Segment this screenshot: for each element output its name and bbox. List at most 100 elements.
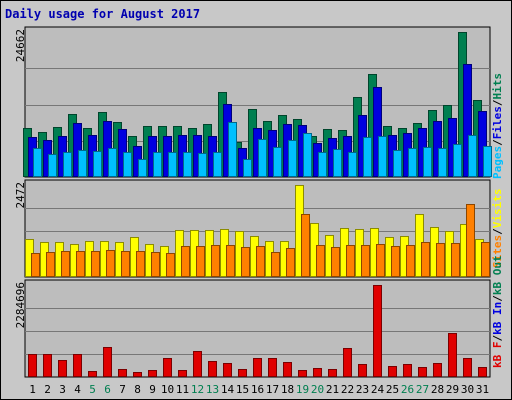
x-tick-label-25: 25 [386, 383, 399, 396]
bar-hits-pages-15 [243, 159, 252, 177]
bar-visits-sites-22 [346, 245, 355, 277]
legend-item-kb-f: kB F [491, 342, 504, 369]
bar-hits-files-24 [373, 87, 382, 177]
bar-visits-sites-26 [406, 245, 415, 277]
bar-hits-pages-8 [138, 159, 147, 177]
bar-kbytes-kb-f-21 [328, 369, 337, 377]
bar-visits-sites-9 [151, 252, 160, 277]
bar-kbytes-kb-f-15 [238, 369, 247, 377]
legend-item-hits: Hits [491, 73, 504, 100]
bar-hits-pages-17 [273, 147, 282, 177]
bar-hits-pages-12 [198, 153, 207, 177]
bar-kbytes-kb-f-9 [148, 370, 157, 377]
max-label-kbytes: 2284696 [14, 282, 27, 328]
bar-visits-sites-16 [256, 246, 265, 277]
bar-hits-pages-22 [348, 152, 357, 177]
bar-kbytes-kb-f-2 [43, 354, 52, 377]
bar-hits-pages-18 [288, 140, 297, 177]
bar-visits-sites-11 [181, 246, 190, 277]
bar-visits-sites-10 [166, 253, 175, 277]
bar-hits-pages-3 [63, 152, 72, 177]
chart-title: Daily usage for August 2017 [5, 7, 201, 21]
bar-hits-pages-26 [408, 148, 417, 177]
bar-hits-pages-4 [78, 150, 87, 177]
bar-kbytes-kb-f-13 [208, 361, 217, 377]
bar-kbytes-kb-f-28 [433, 363, 442, 377]
x-tick-label-14: 14 [221, 383, 235, 396]
x-tick-label-22: 22 [341, 383, 354, 396]
bar-kbytes-kb-f-10 [163, 358, 172, 377]
bar-visits-sites-28 [436, 243, 445, 277]
bar-visits-sites-19 [301, 214, 310, 277]
x-tick-label-7: 7 [119, 383, 126, 396]
bar-visits-sites-13 [211, 245, 220, 277]
bar-visits-sites-4 [76, 251, 85, 277]
bar-visits-sites-18 [286, 248, 295, 277]
bar-hits-pages-29 [453, 144, 462, 177]
bar-hits-pages-11 [183, 152, 192, 177]
x-tick-label-11: 11 [176, 383, 189, 396]
bar-kbytes-kb-f-3 [58, 360, 67, 377]
bar-hits-pages-9 [153, 152, 162, 177]
legend-separator: / [491, 228, 504, 235]
bar-kbytes-kb-f-16 [253, 358, 262, 377]
bar-visits-sites-23 [361, 245, 370, 277]
bar-kbytes-kb-f-31 [478, 367, 487, 377]
bar-hits-pages-14 [228, 122, 237, 177]
bar-hits-pages-28 [438, 148, 447, 177]
bar-visits-sites-21 [331, 247, 340, 277]
legend-separator: / [491, 335, 504, 342]
bar-visits-sites-17 [271, 252, 280, 277]
legend-item-sites: Sites [491, 235, 504, 268]
x-tick-label-31: 31 [476, 383, 489, 396]
bar-kbytes-kb-f-6 [103, 347, 112, 377]
legend-item-pages: Pages [491, 146, 504, 179]
bar-hits-pages-2 [48, 154, 57, 177]
x-tick-label-3: 3 [59, 383, 66, 396]
bar-kbytes-kb-f-18 [283, 362, 292, 377]
bar-hits-pages-16 [258, 139, 267, 177]
bar-visits-sites-31 [481, 242, 490, 277]
bar-visits-sites-8 [136, 251, 145, 277]
bar-hits-pages-21 [333, 149, 342, 177]
bar-kbytes-kb-f-30 [463, 358, 472, 377]
x-tick-label-5: 5 [89, 383, 96, 396]
bar-kbytes-kb-f-26 [403, 364, 412, 377]
bar-visits-sites-3 [61, 251, 70, 277]
legend-visits: Sites/Visits [491, 189, 504, 269]
bar-hits-pages-19 [303, 133, 312, 177]
bar-visits-sites-15 [241, 247, 250, 277]
x-tick-label-2: 2 [44, 383, 51, 396]
bar-kbytes-kb-f-12 [193, 351, 202, 377]
bar-kbytes-kb-f-20 [313, 368, 322, 377]
bar-visits-sites-5 [91, 251, 100, 277]
legend-kbytes: kB F/kB In/kB Out [491, 255, 504, 368]
x-tick-label-19: 19 [296, 383, 309, 396]
max-label-hits: 24662 [14, 29, 27, 62]
x-tick-label-20: 20 [311, 383, 324, 396]
bar-kbytes-kb-f-5 [88, 371, 97, 377]
x-tick-label-15: 15 [236, 383, 249, 396]
x-tick-label-17: 17 [266, 383, 279, 396]
legend-item-files: Files [491, 106, 504, 139]
max-label-visits: 2472 [14, 182, 27, 209]
legend-item-kb-in: kB In [491, 302, 504, 335]
legend-item-kb-out: kB Out [491, 255, 504, 295]
bar-hits-pages-7 [123, 152, 132, 177]
bar-kbytes-kb-f-22 [343, 348, 352, 377]
x-tick-label-6: 6 [104, 383, 111, 396]
bar-hits-files-31 [478, 111, 487, 177]
x-tick-label-16: 16 [251, 383, 264, 396]
x-tick-label-10: 10 [161, 383, 174, 396]
x-tick-label-18: 18 [281, 383, 294, 396]
x-tick-label-26: 26 [401, 383, 414, 396]
x-tick-label-9: 9 [149, 383, 156, 396]
bar-visits-sites-27 [421, 242, 430, 277]
bar-hits-pages-24 [378, 136, 387, 177]
bar-kbytes-kb-f-17 [268, 358, 277, 377]
bar-hits-pages-23 [363, 137, 372, 177]
bar-kbytes-kb-f-8 [133, 372, 142, 377]
bar-hits-pages-27 [423, 147, 432, 177]
x-tick-label-24: 24 [371, 383, 385, 396]
